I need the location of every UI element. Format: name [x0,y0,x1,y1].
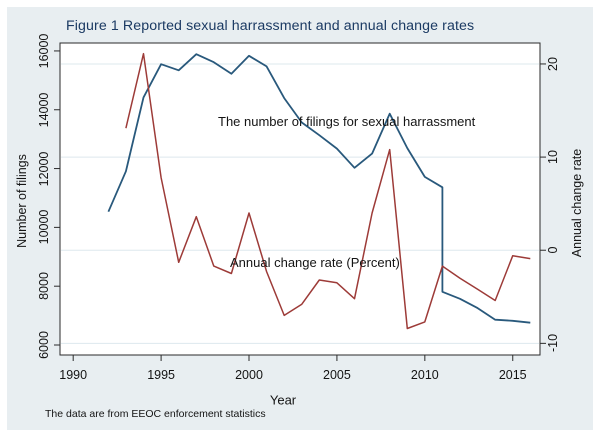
x-tick-label: 2015 [498,368,527,382]
right-tick-label: 20 [546,57,560,71]
series-line-filings [107,53,531,324]
right-tick-label: -10 [546,334,560,353]
x-tick-label: 2005 [323,368,351,382]
plot-area [60,43,540,355]
chart-title: Figure 1 Reported sexual harrassment and… [66,18,475,34]
left-axis-title: Number of filings [15,154,29,248]
plot-frame [59,42,541,356]
left-tick-label: 10000 [37,209,51,245]
right-tick-label: 10 [546,150,560,165]
rate-series-annotation: Annual change rate (Percent) [230,255,400,270]
left-tick-label: 12000 [37,151,51,186]
source-note: The data are from EEOC enforcement stati… [45,408,266,420]
x-tick-label: 2010 [410,368,439,382]
right-axis-title: Annual change rate [570,148,584,258]
right-tick-label: 0 [546,246,560,254]
x-axis-title: Year [269,392,297,408]
x-tick-label: 1990 [59,368,88,382]
filings-series-annotation: The number of filings for sexual harrass… [218,114,476,129]
left-tick-label: 16000 [37,33,51,69]
series-line-rate [125,52,531,330]
x-tick-label: 2000 [235,368,263,382]
left-tick-label: 6000 [37,331,51,359]
left-tick-label: 8000 [37,272,51,301]
left-tick-label: 14000 [37,92,51,128]
x-tick-label: 1995 [147,368,175,382]
